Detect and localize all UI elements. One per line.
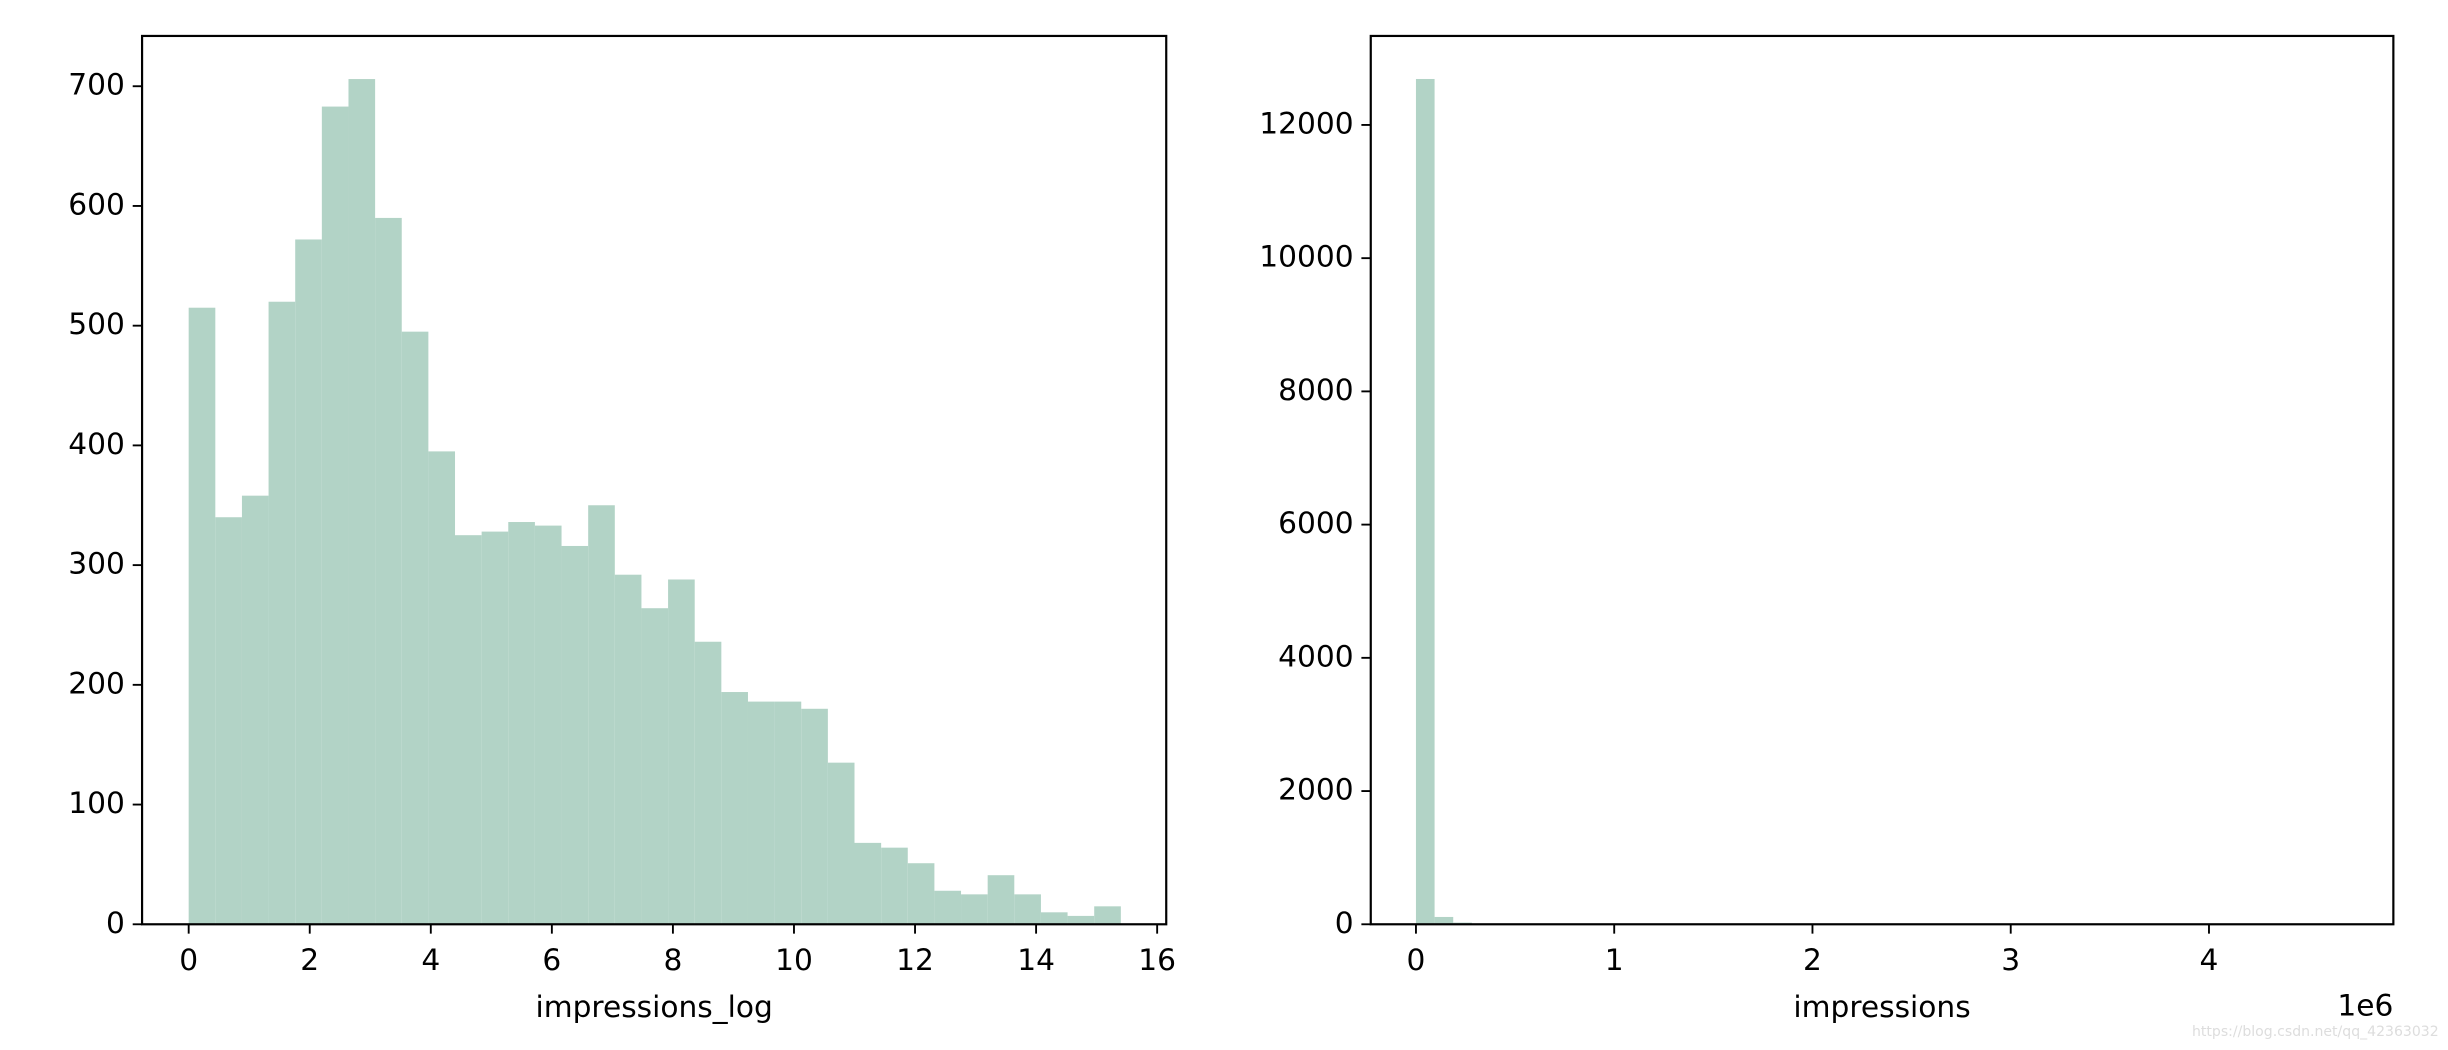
bar <box>854 842 882 925</box>
x-tick-label: 10 <box>775 942 813 977</box>
bar <box>481 531 509 925</box>
x-tick-label: 12 <box>896 942 934 977</box>
bar <box>881 847 908 925</box>
bar <box>694 641 722 925</box>
bar <box>961 894 988 925</box>
bar <box>641 608 669 925</box>
bar <box>1040 912 1068 925</box>
bar <box>747 701 775 925</box>
bar <box>774 701 802 925</box>
y-tick-label: 400 <box>68 426 125 461</box>
y-tick-label: 0 <box>106 905 125 940</box>
watermark: https://blog.csdn.net/qq_42363032 <box>2192 1024 2439 1040</box>
y-tick-label: 500 <box>68 306 125 341</box>
y-tick-label: 200 <box>68 665 125 700</box>
x-tick-label: 4 <box>2200 942 2219 977</box>
x-tick-label: 1 <box>1605 942 1624 977</box>
x-axis-label: impressions <box>1793 989 1970 1024</box>
y-tick-label: 100 <box>68 785 125 820</box>
y-tick-label: 4000 <box>1278 638 1353 673</box>
x-tick-label: 0 <box>1407 942 1426 977</box>
bar <box>295 239 322 925</box>
bar <box>614 574 642 925</box>
axes-frame <box>1369 34 2395 926</box>
bar <box>561 545 589 925</box>
x-axis-label: impressions_log <box>535 989 772 1024</box>
bar <box>215 517 242 925</box>
y-tick-label: 700 <box>68 67 125 102</box>
offset-label: 1e6 <box>2337 988 2393 1023</box>
bar <box>455 535 482 925</box>
y-tick-label: 8000 <box>1278 372 1353 407</box>
bar <box>1094 906 1121 925</box>
y-tick-label: 6000 <box>1278 505 1353 540</box>
bar <box>1434 916 1454 925</box>
x-tick-label: 0 <box>179 942 198 977</box>
x-tick-label: 14 <box>1017 942 1055 977</box>
bar <box>907 863 935 925</box>
bar <box>721 692 748 925</box>
x-tick-label: 3 <box>2001 942 2020 977</box>
y-tick-label: 0 <box>1335 905 1354 940</box>
x-tick-label: 4 <box>421 942 440 977</box>
x-tick-label: 2 <box>1803 942 1822 977</box>
axes-frame <box>140 34 1168 926</box>
bar <box>241 495 269 925</box>
y-tick-label: 300 <box>68 546 125 581</box>
bar <box>801 708 828 925</box>
bar <box>1067 915 1095 925</box>
x-tick-label: 16 <box>1138 942 1176 977</box>
bar <box>1415 78 1435 925</box>
bar <box>188 307 216 925</box>
bar <box>534 525 562 925</box>
bar <box>1014 894 1041 925</box>
bar <box>508 522 535 925</box>
y-tick-label: 12000 <box>1259 105 1353 140</box>
y-tick-label: 600 <box>68 186 125 221</box>
y-tick-label: 2000 <box>1278 772 1353 807</box>
bar <box>987 875 1015 925</box>
bar <box>321 106 349 925</box>
bar <box>375 217 402 925</box>
bar <box>934 890 962 925</box>
y-tick-label: 10000 <box>1259 239 1353 274</box>
bar <box>588 505 615 925</box>
bar <box>668 579 695 925</box>
x-tick-label: 8 <box>663 942 682 977</box>
x-tick-label: 6 <box>542 942 561 977</box>
bar <box>428 451 456 925</box>
bar <box>827 762 855 925</box>
bar <box>348 79 376 925</box>
x-tick-label: 2 <box>300 942 319 977</box>
bar <box>268 301 296 925</box>
bar <box>401 331 429 925</box>
